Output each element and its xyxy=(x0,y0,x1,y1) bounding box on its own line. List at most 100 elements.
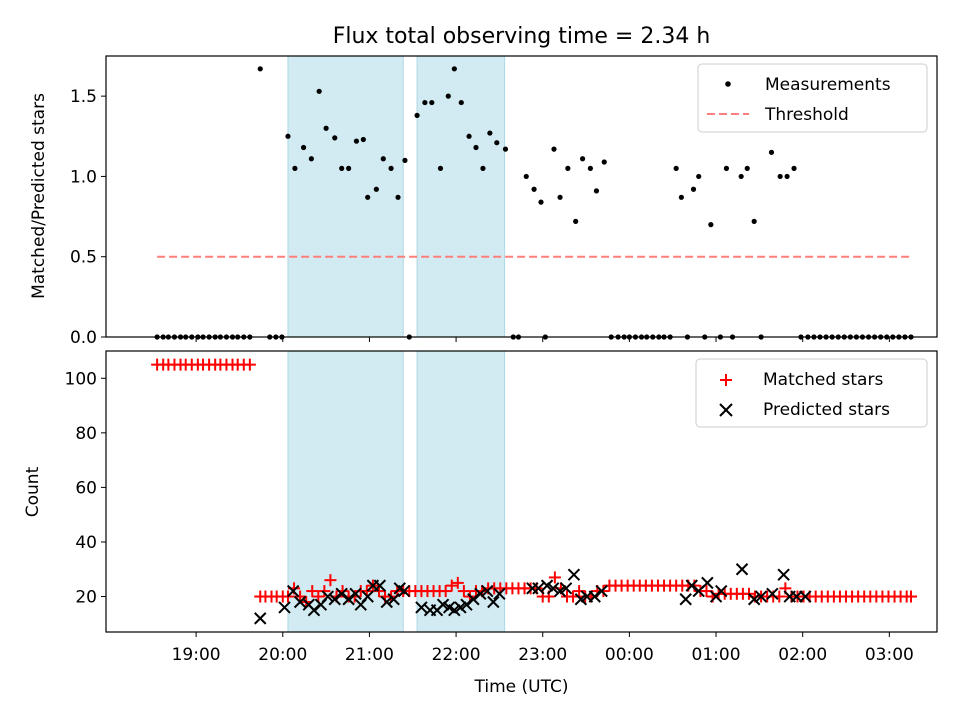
predicted-star-marker xyxy=(574,593,588,606)
measurement-point xyxy=(395,194,401,200)
legend-predicted-swatch xyxy=(719,403,733,417)
measurement-point xyxy=(690,186,697,192)
measurement-point xyxy=(466,133,472,139)
predicted-star-marker xyxy=(307,603,321,617)
matched-star-marker xyxy=(905,590,918,603)
measurement-point xyxy=(353,138,360,144)
measurement-point xyxy=(458,99,464,106)
predicted-star-marker xyxy=(487,595,500,609)
chart-title: Flux total observing time = 2.34 h xyxy=(333,24,711,49)
measurement-point xyxy=(445,93,451,99)
measurement-point xyxy=(502,146,509,152)
panel-top-y-label: Matched/Predicted stars xyxy=(29,93,49,299)
predicted-star-marker xyxy=(553,584,567,598)
measurement-point xyxy=(422,99,428,106)
matched-star-marker xyxy=(324,574,337,587)
y-tick-label: 100 xyxy=(65,369,97,389)
matched-star-marker xyxy=(318,585,331,598)
matched-star-marker xyxy=(457,585,470,598)
measurement-point xyxy=(696,173,702,180)
predicted-star-marker xyxy=(685,579,698,592)
measurement-point xyxy=(257,66,263,72)
predicted-star-marker xyxy=(777,568,790,581)
measurement-point xyxy=(565,165,571,171)
x-tick-label: 00:00 xyxy=(605,645,654,665)
panel-top: 0.0 0.5 1.0 1.5 Matched/Predicted stars Mea… xyxy=(29,55,938,348)
predicted-star-marker xyxy=(540,579,554,592)
predicted-star-marker xyxy=(454,601,467,614)
measurement-point xyxy=(531,186,537,192)
measurement-point xyxy=(451,66,457,72)
panel-bottom-frame xyxy=(105,350,938,633)
measurement-point xyxy=(587,165,593,171)
y-tick-label: 0.0 xyxy=(70,328,97,348)
measurement-point xyxy=(573,218,579,224)
y-tick-label: 1.0 xyxy=(70,167,97,187)
predicted-star-marker xyxy=(701,576,714,590)
x-axis-label: Time (UTC) xyxy=(474,677,569,697)
observing-window-2 xyxy=(416,350,506,633)
y-tick-label: 40 xyxy=(75,533,97,553)
matched-star-marker xyxy=(294,590,307,603)
measurement-point xyxy=(373,186,379,192)
measurement-point xyxy=(323,125,329,131)
matched-star-marker xyxy=(243,358,256,371)
matched-star-marker xyxy=(312,590,325,603)
y-tick-label: 60 xyxy=(75,478,97,498)
measurement-point xyxy=(365,194,371,200)
predicted-star-marker xyxy=(747,593,761,606)
measurement-point xyxy=(300,144,307,151)
predicted-star-marker xyxy=(715,584,728,598)
predicted-star-marker xyxy=(567,568,581,581)
measurement-point xyxy=(551,146,557,152)
predicted-star-marker xyxy=(361,590,374,603)
matched-star-marker xyxy=(573,585,586,598)
predicted-star-marker xyxy=(342,593,355,606)
predicted-star-marker xyxy=(766,587,779,601)
measurement-point xyxy=(316,88,322,94)
predicted-star-marker xyxy=(335,587,348,601)
predicted-star-marker xyxy=(397,584,411,598)
measurement-point xyxy=(777,173,783,180)
measurement-point xyxy=(579,156,586,162)
panel-bottom-legend-box xyxy=(695,358,928,428)
legend-threshold-label: Threshold xyxy=(764,105,849,125)
predicted-star-marker xyxy=(467,593,480,606)
measurement-point xyxy=(437,165,444,171)
legend-matched-label: Matched stars xyxy=(763,370,883,390)
measurement-point xyxy=(332,135,338,141)
x-tick-label: 02:00 xyxy=(778,645,827,665)
measurement-point xyxy=(768,149,775,155)
x-tick-label: 22:00 xyxy=(432,645,481,665)
measurement-point xyxy=(402,157,408,163)
predicted-star-marker xyxy=(328,593,341,606)
measurement-point xyxy=(494,140,500,146)
predicted-star-marker xyxy=(474,587,487,601)
legend-measurements-swatch xyxy=(725,81,731,87)
x-tick-label: 03:00 xyxy=(865,645,914,665)
measurement-point xyxy=(360,136,366,143)
measurement-point xyxy=(751,218,757,224)
matched-star-marker xyxy=(451,576,464,589)
predicted-star-marker xyxy=(278,601,291,614)
measurement-point xyxy=(791,165,797,171)
predicted-star-marker xyxy=(254,612,267,625)
panel-bottom: 19:00 20:00 21:00 22:00 23:00 00:00 01:00 02:00… xyxy=(23,350,938,665)
predicted-star-marker xyxy=(588,590,601,603)
panel-bottom-grid-ticks: 19:00 20:00 21:00 22:00 23:00 00:00 01:00 02:00… xyxy=(65,369,914,665)
matched-star-marker xyxy=(306,585,319,598)
measurement-point xyxy=(339,165,345,171)
predicted-star-marker xyxy=(349,587,362,601)
x-tick-label: 23:00 xyxy=(518,645,567,665)
measurement-point xyxy=(414,112,420,119)
measurement-point xyxy=(784,173,790,180)
predicted-star-marker xyxy=(546,582,560,595)
measurement-point xyxy=(292,165,298,171)
predicted-star-marker xyxy=(380,595,393,609)
measurement-point xyxy=(285,133,291,139)
measurement-point xyxy=(380,156,386,162)
predicted-star-marker xyxy=(373,579,387,592)
predicted-star-marker xyxy=(595,584,608,598)
measurement-point xyxy=(429,99,435,106)
